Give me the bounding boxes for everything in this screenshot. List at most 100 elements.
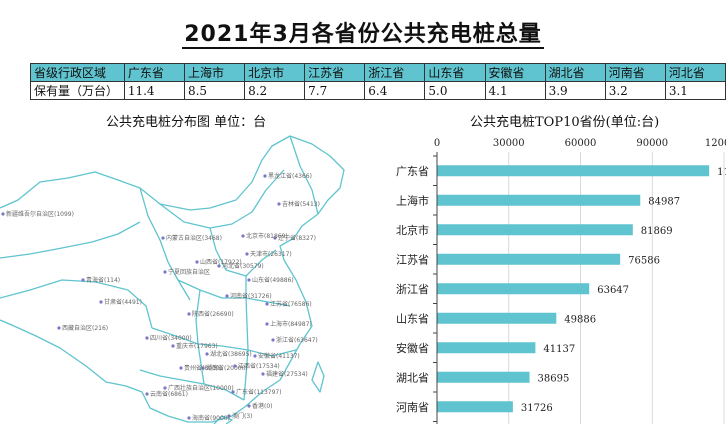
summary-cell-province: 河南省 (604, 63, 666, 82)
map-border-sw (139, 369, 245, 401)
summary-row-header-stock: 保有量（万台） (30, 81, 125, 100)
map-marker-dot (99, 300, 103, 304)
map-marker-dot (81, 278, 85, 282)
map-province-label: 上海市(84987) (270, 320, 312, 328)
bar-rect (437, 194, 641, 206)
bar-value-label: 113797 (717, 167, 726, 178)
map-border-northeast (289, 135, 319, 215)
map-province-label: 湖南省(20000) (206, 364, 248, 372)
map-border-tibet (0, 279, 153, 329)
map-province-label: 贵州省(8000) (184, 364, 222, 372)
map-province-label: 辽宁省(8327) (278, 234, 316, 242)
map-marker-dot (145, 336, 149, 340)
map-marker-dot (163, 270, 167, 274)
bar-x-tick-label: 120000 (705, 138, 726, 149)
map-province-label: 广西壮族自治区(10000) (168, 384, 234, 392)
bar-value-label: 63647 (597, 285, 629, 296)
map-border-inner-mongolia (159, 169, 285, 229)
map-marker-dot (205, 352, 209, 356)
map-marker-dot (265, 322, 269, 326)
map-hainan (213, 415, 233, 424)
map-marker-dot (195, 260, 199, 264)
summary-cell-province: 北京市 (244, 63, 306, 82)
map-label-group: 新疆维吾尔自治区(1099) 西藏自治区(216) 青海省(114) 甘肃省(4491… (1, 172, 320, 422)
map-border-xinjiang (0, 221, 141, 259)
map-province-label: 重庆市(17963) (176, 342, 218, 350)
summary-table: 省级行政区域 广东省 上海市 北京市 江苏省 浙江省 山东省 安徽省 湖北省 河… (30, 63, 726, 100)
bar-value-label: 41137 (543, 344, 575, 355)
bar-rect-group (437, 165, 710, 413)
map-province-label: 吉林省(5413) (282, 200, 320, 208)
map-marker-dot (227, 414, 231, 418)
map-marker-dot (247, 278, 251, 282)
map-province-label: 河北省(30579) (222, 262, 264, 270)
map-province-label: 河南省(31726) (230, 292, 272, 300)
bar-category-label: 山东省 (396, 312, 429, 325)
map-marker-dot (145, 392, 149, 396)
map-marker-dot (277, 202, 281, 206)
bar-rect (437, 371, 530, 383)
map-border-vertical-1 (195, 289, 205, 385)
map-marker-dot (225, 294, 229, 298)
map-province-label: 云南省(6861) (150, 390, 188, 398)
map-province-label: 浙江省(63647) (276, 336, 318, 344)
bar-category-label: 安徽省 (396, 341, 429, 355)
map-province-label: 宁夏回族自治区 (168, 268, 210, 276)
map-marker-dot (263, 174, 267, 178)
map-taiwan (311, 361, 325, 393)
summary-cell-province: 安徽省 (484, 63, 546, 82)
map-title: 公共充电桩分布图 单位：台 (106, 115, 267, 130)
map-province-label: 海南省(9000) (192, 414, 230, 422)
map-province-label: 安徽省(41137) (258, 352, 300, 360)
summary-cell-province: 广东省 (123, 63, 185, 82)
bar-value-label: 76586 (628, 255, 660, 266)
china-distribution-map: 新疆维吾尔自治区(1099) 西藏自治区(216) 青海省(114) 甘肃省(4491… (0, 135, 345, 424)
map-marker-dot (273, 236, 277, 240)
map-province-label: 四川省(34000) (150, 334, 192, 342)
map-marker-dot (161, 236, 165, 240)
bar-value-label: 81869 (641, 226, 673, 237)
map-province-label: 新疆维吾尔自治区(1099) (6, 210, 74, 218)
summary-cell-province: 河北省 (664, 63, 726, 82)
summary-cell-province: 江苏省 (304, 63, 366, 82)
summary-cell-value: 3.2 (604, 81, 666, 100)
map-province-label: 内蒙古自治区(3468) (166, 234, 222, 242)
map-province-label: 江苏省(76586) (270, 300, 312, 308)
map-marker-dot (1, 212, 5, 216)
top10-bar-chart: 0 30000 60000 90000 120000 广东省上海市北京市江苏省浙江省山东… (396, 138, 726, 424)
map-marker-dot (233, 364, 237, 368)
map-marker-dot (187, 312, 191, 316)
bar-tick-group: 0 30000 60000 90000 120000 (434, 138, 726, 149)
page-title-text: 2021年3月各省份公共充电桩总量 (182, 22, 544, 49)
map-border-vertical-2 (243, 276, 249, 401)
map-marker-dot (265, 302, 269, 306)
summary-cell-value: 8.2 (244, 81, 306, 100)
page-title: 2021年3月各省份公共充电桩总量 (0, 16, 726, 49)
bar-value-label: 31726 (521, 403, 553, 414)
summary-row-header-region: 省级行政区域 (30, 63, 125, 82)
summary-cell-province: 上海市 (183, 63, 246, 82)
map-border-south (151, 327, 297, 357)
bar-category-label: 河南省 (396, 401, 429, 414)
map-marker-dot (241, 234, 245, 238)
map-marker-dot (245, 252, 249, 256)
map-marker-dot (247, 404, 251, 408)
map-marker-dot (57, 326, 61, 330)
bar-category-label: 广东省 (396, 165, 429, 178)
map-border-north (209, 227, 277, 277)
map-marker-dot (261, 372, 265, 376)
summary-cell-value: 8.5 (183, 81, 246, 100)
bar-rect (437, 283, 590, 295)
summary-value-row: 保有量（万台） 11.4 8.5 8.2 7.7 6.4 5.0 4.1 3.9… (30, 81, 726, 100)
bar-value-label: 84987 (648, 196, 680, 207)
map-marker-dot (271, 338, 275, 342)
map-country-outline (0, 135, 345, 423)
summary-cell-province: 浙江省 (364, 63, 426, 82)
map-province-label: 北京市(81869) (246, 232, 288, 240)
map-marker-dot (179, 366, 183, 370)
summary-cell-province: 山东省 (424, 63, 486, 82)
map-province-label: 广东省(113797) (236, 388, 282, 396)
bar-x-tick-label: 0 (434, 138, 440, 149)
summary-cell-value: 11.4 (123, 81, 185, 100)
